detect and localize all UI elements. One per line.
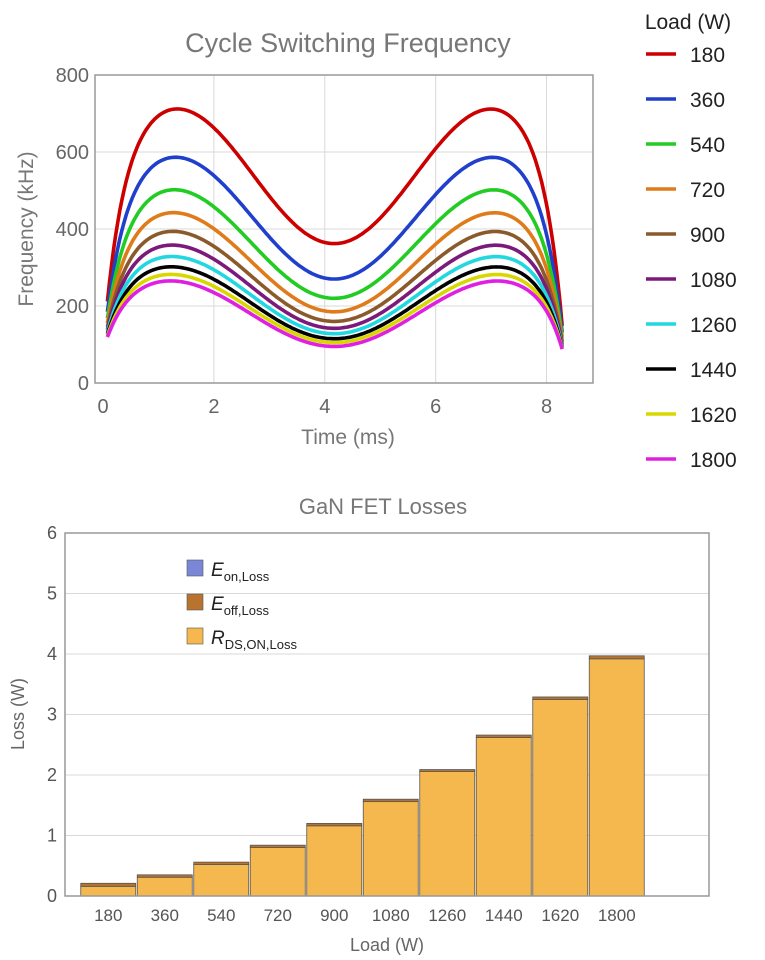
losses-x-tick-label: 540 — [207, 906, 235, 925]
losses-tick-labels: 180 360 540 720 900 1080 1260 1440 1620 1800 0 1 2 3 4… — [47, 523, 636, 925]
losses-y-tick-label: 6 — [47, 523, 57, 543]
bar-1620-eoffloss — [532, 696, 589, 700]
bar-1440-eoffloss — [475, 734, 532, 738]
losses-x-tick-label: 720 — [264, 906, 292, 925]
frequency-x-tick-label: 2 — [208, 396, 219, 418]
losses-chart-title: GaN FET Losses — [299, 494, 467, 519]
legend-label-900: 900 — [690, 224, 725, 247]
frequency-x-tick-label: 8 — [541, 396, 552, 418]
bar-1800-rdsonloss — [588, 658, 645, 897]
losses-x-tick-label: 180 — [94, 906, 122, 925]
losses-x-tick-label: 1440 — [485, 906, 523, 925]
frequency-y-tick-label: 0 — [78, 373, 89, 395]
legend-label-540: 540 — [690, 134, 725, 157]
losses-x-tick-label: 360 — [151, 906, 179, 925]
frequency-legend: 180 360 540 720 900 1080 1260 1440 1620 1800 — [646, 44, 737, 472]
bar-180-rdsonloss — [80, 885, 137, 897]
losses-legend-swatch — [186, 593, 204, 611]
losses-plot-frame — [64, 532, 710, 897]
bar-180-eoffloss — [80, 882, 137, 887]
losses-legend: Eon,Loss Eoff,Loss RDS,ON,Loss — [186, 559, 297, 652]
legend-label-360: 360 — [690, 89, 725, 112]
losses-bars-group — [80, 655, 645, 897]
losses-legend-label: Eon,Loss — [211, 560, 270, 584]
frequency-series-line-1080 — [105, 243, 564, 345]
bar-900-eoffloss — [306, 823, 363, 827]
losses-x-axis-label: Load (W) — [350, 935, 424, 955]
frequency-plot-frame — [94, 74, 594, 384]
legend-label-1260: 1260 — [690, 314, 737, 337]
frequency-grid — [95, 75, 593, 383]
losses-legend-swatch — [186, 559, 204, 577]
losses-x-tick-label: 1260 — [428, 906, 466, 925]
losses-y-tick-label: 5 — [47, 584, 57, 604]
frequency-series-line-1620 — [105, 272, 564, 349]
losses-y-tick-label: 1 — [47, 826, 57, 846]
frequency-x-tick-label: 6 — [430, 396, 441, 418]
frequency-series-line-900 — [105, 229, 564, 343]
bar-540-eoffloss — [193, 861, 250, 865]
bar-1260-eoffloss — [419, 769, 476, 772]
losses-y-tick-label: 0 — [47, 886, 57, 906]
bar-1080-rdsonloss — [362, 801, 419, 897]
bar-360-rdsonloss — [136, 876, 193, 897]
bar-720-rdsonloss — [249, 847, 306, 897]
bar-1440-rdsonloss — [475, 737, 532, 897]
losses-y-axis-label: Loss (W) — [8, 678, 28, 750]
bar-540-rdsonloss — [193, 864, 250, 897]
losses-x-tick-label: 1620 — [541, 906, 579, 925]
frequency-y-tick-label: 800 — [56, 65, 89, 87]
frequency-series-group — [105, 107, 564, 350]
losses-chart: GaN FET Losses 180 360 540 720 900 1080 1260 14… — [8, 494, 710, 955]
legend-label-1620: 1620 — [690, 404, 737, 427]
losses-x-tick-label: 900 — [320, 906, 348, 925]
frequency-y-tick-label: 600 — [56, 142, 89, 164]
bar-900-rdsonloss — [306, 825, 363, 897]
bar-1260-rdsonloss — [419, 770, 476, 897]
frequency-series-line-720 — [105, 210, 564, 341]
frequency-series-line-1800 — [105, 279, 564, 350]
legend-label-720: 720 — [690, 179, 725, 202]
legend-label-180: 180 — [690, 44, 725, 67]
losses-x-tick-label: 1080 — [372, 906, 410, 925]
frequency-series-line-1440 — [105, 265, 564, 348]
legend-label-1080: 1080 — [690, 269, 737, 292]
frequency-y-axis-label: Frequency (kHz) — [15, 151, 38, 306]
bar-1620-rdsonloss — [532, 698, 589, 897]
bar-1800-eoffloss — [588, 655, 645, 660]
frequency-y-tick-label: 400 — [56, 219, 89, 241]
losses-y-tick-label: 3 — [47, 705, 57, 725]
frequency-y-tick-label: 200 — [56, 296, 89, 318]
bar-360-eoffloss — [136, 874, 193, 878]
frequency-series-line-1260 — [105, 254, 564, 347]
frequency-x-axis-label: Time (ms) — [301, 426, 395, 449]
losses-y-tick-label: 4 — [47, 644, 57, 664]
frequency-series-line-360 — [105, 155, 564, 333]
legend-title: Load (W) — [645, 11, 731, 34]
frequency-series-line-540 — [105, 187, 564, 338]
legend-label-1800: 1800 — [690, 449, 737, 472]
legend-label-1440: 1440 — [690, 359, 737, 382]
losses-y-tick-label: 2 — [47, 765, 57, 785]
frequency-series-line-180 — [105, 107, 564, 327]
frequency-x-tick-label: 4 — [319, 396, 330, 418]
frequency-chart-title: Cycle Switching Frequency — [185, 28, 511, 58]
losses-legend-swatch — [186, 627, 204, 645]
bar-1080-eoffloss — [362, 798, 419, 803]
frequency-x-tick-label: 0 — [97, 396, 108, 418]
losses-x-tick-label: 1800 — [598, 906, 636, 925]
losses-legend-label: RDS,ON,Loss — [211, 628, 297, 652]
losses-legend-label: Eoff,Loss — [211, 594, 269, 618]
frequency-chart: Cycle Switching Frequency 0 2 4 6 8 0 200 400 60… — [15, 11, 737, 472]
bar-720-eoffloss — [249, 844, 306, 848]
frequency-tick-labels: 0 2 4 6 8 0 200 400 600 800 — [56, 65, 552, 418]
